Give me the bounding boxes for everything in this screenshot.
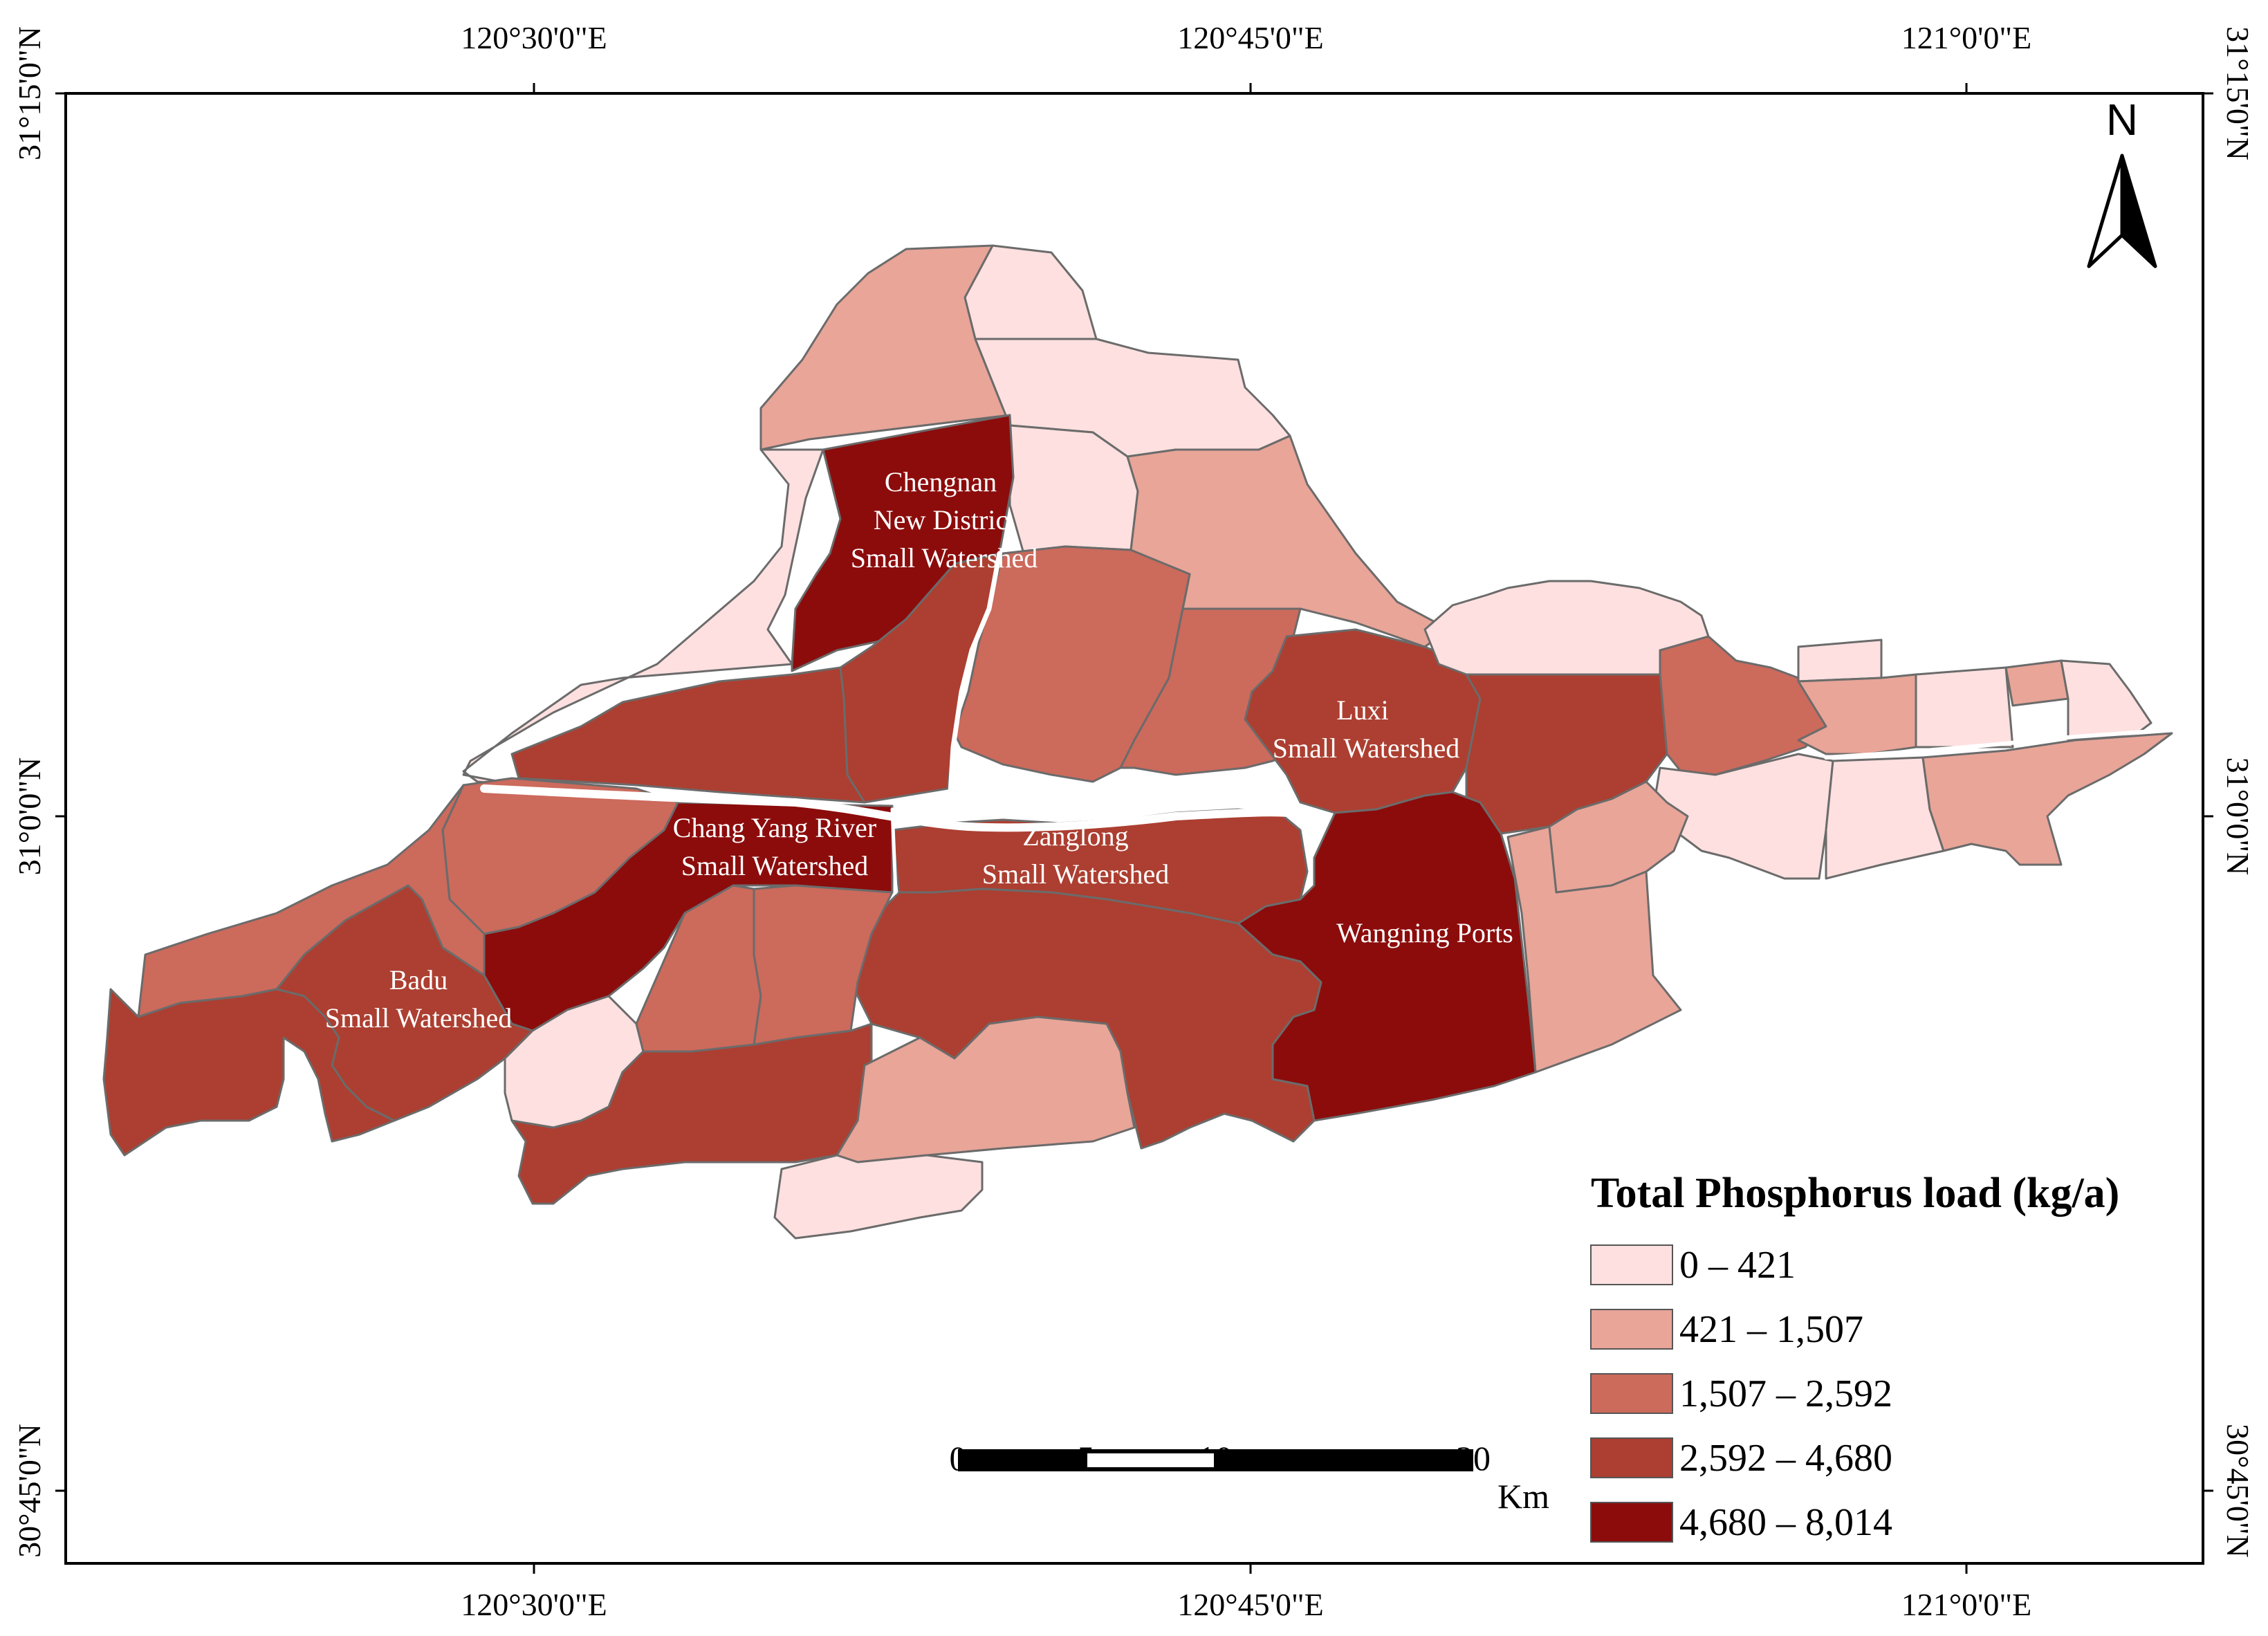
- watershed-regions: [102, 244, 2173, 1240]
- tick-bottom-1: 120°30'0"E: [461, 1587, 607, 1622]
- tick-top-2: 120°45'0"E: [1177, 20, 1324, 55]
- tick-right-2: 31°0'0"N: [2220, 757, 2256, 876]
- label-chengnan-3: Small Watershed: [851, 542, 1038, 573]
- label-badu-1: Badu: [389, 964, 448, 995]
- region-southeast-pink-b: [1506, 825, 1682, 1074]
- region-northeast-light: [1423, 580, 1710, 676]
- region-chengnan: [791, 414, 1015, 672]
- region-west-strip: [462, 448, 824, 787]
- region-east-light-a: [1797, 638, 1883, 683]
- tick-right-3: 30°45'0"N: [2220, 1424, 2256, 1558]
- tick-bottom-2: 120°45'0"E: [1177, 1587, 1324, 1622]
- region-south-light-b: [773, 1154, 984, 1240]
- rivers: [480, 551, 2174, 894]
- legend-label-3: 1,507 – 2,592: [1679, 1372, 1892, 1415]
- region-labels: Chengnan New Distric Small Watershed Lux…: [325, 466, 1513, 1033]
- tick-top-3: 121°0'0"E: [1901, 20, 2032, 55]
- label-badu-2: Small Watershed: [325, 1002, 512, 1033]
- map-frame: [64, 92, 2204, 1565]
- legend-swatch-4: [1590, 1437, 1673, 1478]
- region-south-pink: [836, 1015, 1136, 1164]
- scale-unit: Km: [1497, 1477, 1549, 1516]
- legend-label-4: 2,592 – 4,680: [1679, 1437, 1892, 1480]
- legend-swatch-1: [1590, 1244, 1673, 1285]
- tick-left-3: 30°45'0"N: [12, 1424, 47, 1558]
- tick-bottom-3: 121°0'0"E: [1901, 1587, 2032, 1622]
- tick-marks: [55, 83, 2213, 1574]
- label-luxi-1: Luxi: [1336, 695, 1389, 726]
- legend-swatch-5: [1590, 1502, 1673, 1543]
- label-luxi-2: Small Watershed: [1273, 733, 1459, 764]
- legend: Total Phosphorus load (kg/a) 0 – 421 421 …: [1590, 1170, 2119, 1544]
- region-east-light-c: [2060, 659, 2152, 742]
- tick-left-2: 31°0'0"N: [12, 757, 47, 876]
- legend-title: Total Phosphorus load (kg/a): [1591, 1170, 2119, 1217]
- label-zanglong-1: Zanglong: [1022, 820, 1128, 852]
- region-east-light-b: [1915, 666, 2014, 748]
- region-north-left: [759, 244, 1011, 451]
- label-zanglong-2: Small Watershed: [982, 858, 1169, 890]
- label-changyang-1: Chang Yang River: [673, 812, 876, 843]
- tick-left-1: 31°15'0"N: [12, 26, 47, 160]
- region-badu-west: [102, 988, 396, 1157]
- legend-label-5: 4,680 – 8,014: [1679, 1501, 1892, 1544]
- label-chengnan-1: Chengnan: [885, 466, 997, 497]
- region-west-upper: [510, 666, 866, 804]
- region-central-column: [953, 545, 1191, 783]
- legend-swatch-2: [1590, 1309, 1673, 1350]
- region-east-pink-c: [1921, 732, 2173, 866]
- label-wangning: Wangning Ports: [1336, 917, 1513, 948]
- legend-label-1: 0 – 421: [1679, 1244, 1796, 1287]
- legend-label-2: 421 – 1,507: [1679, 1308, 1863, 1351]
- region-south-orange-b: [753, 884, 894, 1046]
- label-changyang-2: Small Watershed: [681, 850, 868, 881]
- north-arrow-icon: N: [2087, 95, 2157, 268]
- legend-swatch-3: [1590, 1373, 1673, 1414]
- region-east-pink-b: [2004, 659, 2069, 707]
- tick-right-1: 31°15'0"N: [2220, 26, 2256, 160]
- north-label: N: [2106, 95, 2138, 145]
- scale-bar: 0 5 10 20 Km: [950, 1439, 1550, 1516]
- label-chengnan-2: New Distric: [874, 504, 1008, 535]
- tick-top-1: 120°30'0"E: [461, 20, 607, 55]
